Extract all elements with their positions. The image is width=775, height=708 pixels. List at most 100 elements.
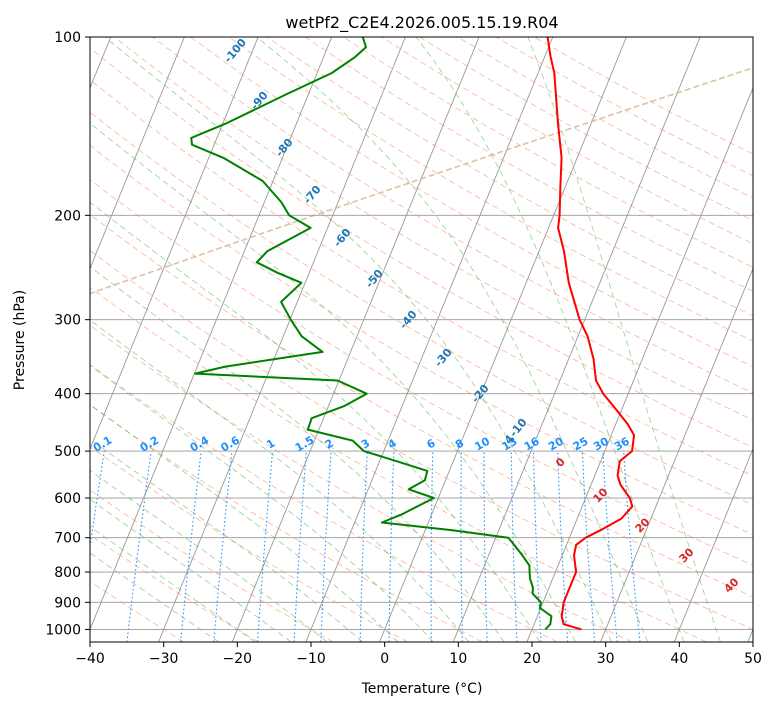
- x-tick-label: 0: [380, 651, 389, 667]
- moist-adiabat-label: -40: [397, 308, 420, 332]
- moist-adiabats-layer: [90, 37, 753, 642]
- dry-adiabat-line: [90, 286, 707, 642]
- x-tick-label: −30: [149, 651, 179, 667]
- isotherm-line: [305, 37, 554, 642]
- series-layer: [190, 37, 636, 631]
- y-tick-label: 400: [54, 387, 81, 403]
- moist-adiabat-line: [90, 469, 328, 642]
- dewpoint-profile: [190, 37, 553, 631]
- mixing-ratio-label: 10: [472, 434, 492, 453]
- mixing-ratio-line: [180, 451, 202, 642]
- temperature-profile: [546, 37, 636, 631]
- mixing-ratio-line: [257, 451, 274, 642]
- reference-curve: [90, 67, 753, 295]
- y-tick-label: 100: [54, 30, 81, 46]
- moist-adiabat-label: -50: [363, 267, 386, 291]
- moist-adiabat-line: [90, 526, 256, 642]
- mixing-ratio-line: [430, 451, 434, 642]
- x-tick-label: −10: [296, 651, 326, 667]
- moist-adiabat-line: [90, 266, 505, 642]
- moist-adiabat-line: [415, 37, 685, 642]
- dry-adiabat-line: [304, 37, 753, 292]
- y-axis-title: Pressure (hPa): [12, 290, 28, 390]
- mixing-ratio-line: [460, 451, 463, 642]
- dry-adiabat-label: 40: [722, 575, 742, 595]
- moist-adiabat-line: [256, 37, 649, 642]
- moist-adiabat-label: -60: [331, 226, 354, 250]
- y-tick-label: 200: [54, 208, 81, 224]
- dry-adiabat-line: [457, 37, 753, 199]
- mixing-ratio-line: [320, 451, 332, 642]
- dry-adiabat-line: [90, 144, 753, 536]
- y-tick-label: 1000: [45, 622, 81, 638]
- y-tick-label: 300: [54, 313, 81, 329]
- dry-adiabat-line: [90, 404, 483, 642]
- dry-adiabat-label: 0: [553, 455, 568, 470]
- moist-adiabat-line: [90, 319, 470, 642]
- isobars-layer: [90, 37, 753, 630]
- y-tick-label: 800: [54, 565, 81, 581]
- x-tick-label: 40: [670, 651, 688, 667]
- isotherm-line: [90, 37, 185, 270]
- isotherm-line: [526, 86, 753, 642]
- moist-adiabat-line: [527, 37, 721, 642]
- mixing-ratio-line: [90, 451, 105, 551]
- x-tick-label: −20: [223, 651, 253, 667]
- dry-adiabat-line: [152, 37, 753, 394]
- dry-adiabat-line: [90, 178, 753, 566]
- x-tick-label: 50: [744, 651, 762, 667]
- dry-adiabat-line: [90, 111, 753, 506]
- moist-adiabat-line: [90, 201, 541, 642]
- isotherms-layer: [90, 37, 753, 642]
- dry-adiabat-line: [90, 446, 409, 642]
- mixing-ratio-layer: [90, 451, 641, 642]
- x-tick-label: 10: [449, 651, 467, 667]
- dry-adiabat-line: [90, 489, 334, 642]
- dry-adiabat-line: [90, 47, 753, 449]
- y-tick-label: 900: [54, 595, 81, 611]
- isotherm-line: [90, 37, 259, 451]
- mixing-ratio-label: 4: [386, 436, 399, 451]
- isotherm-line: [673, 447, 753, 642]
- moist-adiabat-label: -80: [273, 136, 296, 160]
- moist-adiabat-line: [104, 37, 613, 642]
- dry-adiabat-line: [90, 213, 753, 598]
- dry-adiabat-line: [266, 37, 753, 317]
- moist-adiabat-label: -30: [432, 346, 455, 370]
- mixing-ratio-label: 6: [424, 436, 437, 451]
- y-axis: 1000 900 800 700 600 500 400 300 200 100: [45, 30, 90, 638]
- dry-adiabat-line: [381, 37, 753, 245]
- isotherm-line: [231, 37, 480, 642]
- moist-adiabat-line: [90, 364, 434, 642]
- x-tick-label: 20: [523, 651, 541, 667]
- moist-adiabat-label: -70: [301, 183, 324, 207]
- x-axis-title: Temperature (°C): [361, 681, 483, 697]
- dry-adiabat-line: [190, 37, 753, 368]
- dry-adiabat-line: [90, 79, 753, 477]
- moist-adiabat-label: -20: [469, 382, 492, 406]
- x-tick-label: −40: [75, 651, 105, 667]
- mixing-ratio-line: [602, 451, 618, 642]
- dry-adiabat-line: [419, 37, 753, 222]
- dry-adiabat-label: 10: [591, 485, 611, 505]
- isotherm-line: [158, 37, 406, 642]
- plot-frame: [89, 36, 754, 643]
- x-axis: −40 −30 −20 −10 0 10 20 30 40 50: [75, 642, 762, 667]
- isotherm-line: [90, 37, 333, 631]
- mixing-ratio-label: 2: [323, 437, 336, 452]
- isotherm-line: [452, 37, 701, 642]
- mixing-ratio-line: [213, 451, 233, 642]
- isotherm-line: [747, 628, 753, 642]
- dry-adiabat-line: [90, 534, 259, 642]
- dry-adiabat-label: 20: [633, 515, 653, 535]
- moist-adiabat-label: -100: [221, 36, 249, 66]
- y-tick-label: 500: [54, 444, 81, 460]
- plot-area: 0.1 0.2 0.4 0.6 1 1.5 2 3 4 6 8 10 13 16 20 25 30 36-100-…: [90, 36, 753, 642]
- dry-adiabat-line: [90, 249, 753, 630]
- dry-adiabats-layer: [90, 37, 753, 642]
- dry-adiabat-line: [90, 364, 558, 642]
- moist-adiabat-line: [90, 122, 577, 642]
- mixing-ratio-line: [483, 451, 488, 642]
- moist-adiabat-line: [90, 403, 399, 642]
